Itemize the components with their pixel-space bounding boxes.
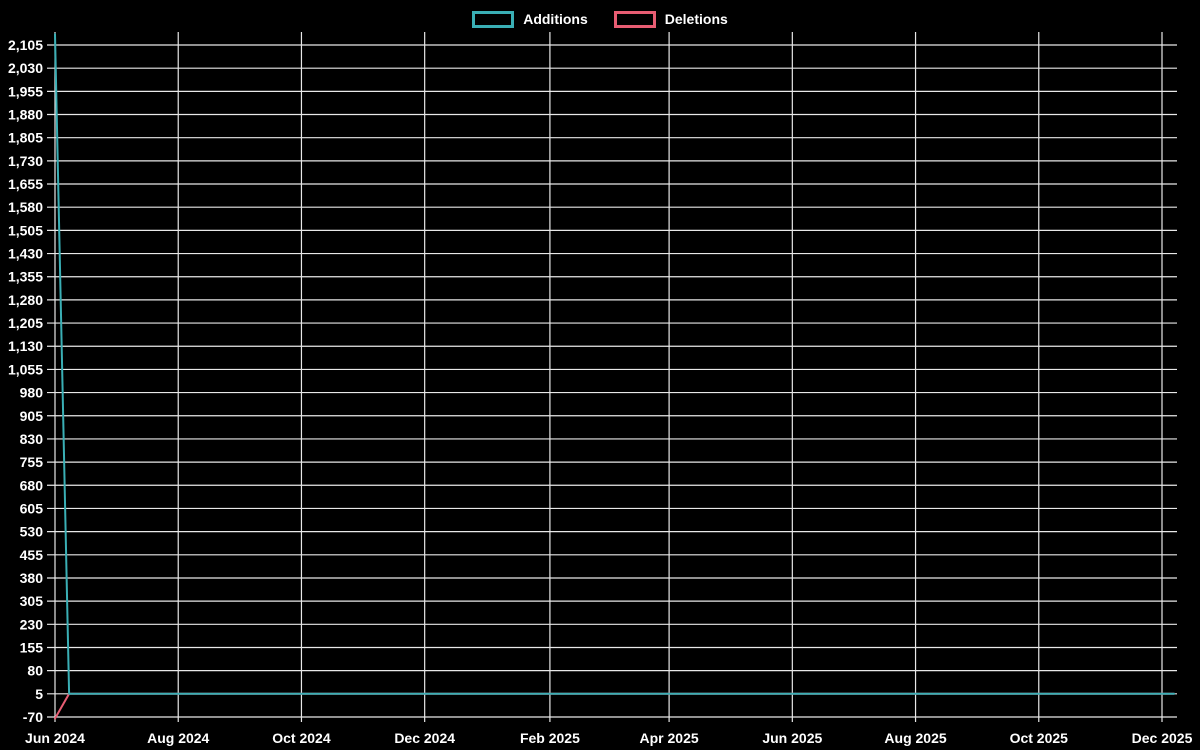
legend-item-deletions[interactable]: Deletions bbox=[613, 10, 728, 28]
y-tick-label: 905 bbox=[20, 408, 44, 424]
y-tick-label: 1,730 bbox=[8, 153, 43, 169]
x-tick-label: Apr 2025 bbox=[640, 730, 699, 746]
y-tick-label: 1,580 bbox=[8, 199, 43, 215]
legend-item-additions[interactable]: Additions bbox=[472, 10, 588, 28]
x-tick-label: Oct 2024 bbox=[272, 730, 331, 746]
y-tick-label: 1,055 bbox=[8, 361, 43, 377]
chart-legend: Additions Deletions bbox=[0, 8, 1200, 30]
deletions-legend-label: Deletions bbox=[664, 11, 728, 27]
y-tick-label: 155 bbox=[20, 639, 44, 655]
y-tick-label: 1,205 bbox=[8, 315, 43, 331]
additions-legend-label: Additions bbox=[523, 11, 588, 27]
y-tick-label: 1,505 bbox=[8, 222, 43, 238]
x-tick-label: Aug 2025 bbox=[884, 730, 946, 746]
y-tick-label: -70 bbox=[23, 709, 43, 725]
y-axis-labels: 2,105 2,030 1,955 1,880 1,805 1,730 1,655 1,580… bbox=[8, 37, 43, 725]
y-tick-label: 380 bbox=[20, 570, 44, 586]
y-tick-label: 1,955 bbox=[8, 83, 43, 99]
y-tick-label: 1,355 bbox=[8, 269, 43, 285]
y-tick-label: 1,280 bbox=[8, 292, 43, 308]
y-tick-label: 530 bbox=[20, 524, 44, 540]
y-tick-label: 755 bbox=[20, 454, 44, 470]
y-tick-label: 2,030 bbox=[8, 60, 43, 76]
y-tick-label: 80 bbox=[27, 663, 43, 679]
y-tick-label: 5 bbox=[35, 686, 43, 702]
y-tick-label: 1,430 bbox=[8, 246, 43, 262]
x-tick-label: Jun 2024 bbox=[25, 730, 85, 746]
y-tick-label: 830 bbox=[20, 431, 44, 447]
series-line-deletions bbox=[54, 692, 1176, 720]
x-tick-label: Dec 2024 bbox=[394, 730, 455, 746]
y-tick-label: 1,655 bbox=[8, 176, 43, 192]
y-tick-label: 1,880 bbox=[8, 107, 43, 123]
gridlines bbox=[47, 32, 1177, 722]
y-tick-label: 455 bbox=[20, 547, 44, 563]
x-axis-labels: Jun 2024 Aug 2024 Oct 2024 Dec 2024 Feb 2025… bbox=[25, 730, 1193, 746]
additions-legend-swatch-icon bbox=[472, 10, 515, 28]
y-tick-label: 680 bbox=[20, 477, 44, 493]
x-tick-label: Jun 2025 bbox=[762, 730, 822, 746]
y-tick-label: 2,105 bbox=[8, 37, 43, 53]
x-tick-label: Oct 2025 bbox=[1010, 730, 1069, 746]
x-tick-label: Dec 2025 bbox=[1132, 730, 1193, 746]
x-tick-label: Feb 2025 bbox=[520, 730, 580, 746]
y-tick-label: 980 bbox=[20, 385, 44, 401]
y-tick-label: 605 bbox=[20, 500, 44, 516]
y-tick-label: 1,130 bbox=[8, 338, 43, 354]
y-tick-label: 305 bbox=[20, 593, 44, 609]
series-line-additions bbox=[54, 33, 1176, 695]
y-tick-label: 1,805 bbox=[8, 130, 43, 146]
y-tick-label: 230 bbox=[20, 616, 44, 632]
x-tick-label: Aug 2024 bbox=[147, 730, 209, 746]
deletions-legend-swatch-icon bbox=[613, 10, 656, 28]
